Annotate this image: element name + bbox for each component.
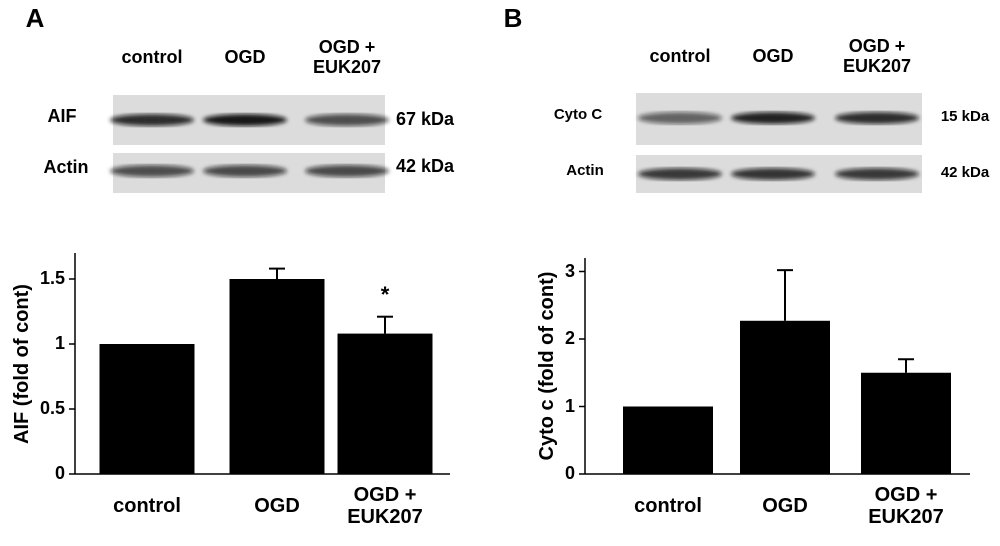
x-tick-label: OGD + EUK207 [347,484,423,528]
size-label: 42 kDa [395,156,455,176]
lane-label: control [121,47,183,67]
lane-label: control [649,46,711,66]
size-label: 67 kDa [395,109,455,129]
bar [861,372,951,474]
blot-band [731,168,815,180]
blot-band [835,168,919,180]
y-axis-label: Cyto c (fold of cont) [536,271,558,461]
y-tick-label: 1.5 [39,268,65,288]
y-tick-label: 1 [564,395,575,416]
bar [740,320,830,474]
blot-band [835,112,919,124]
panel-letter: A [25,2,45,33]
y-tick-label: 1 [54,333,65,353]
blot-band [305,114,389,126]
x-tick-label: control [634,495,702,517]
row-label: Actin [43,157,89,177]
y-tick-label: 3 [564,260,575,281]
lane-label: OGD [752,46,794,66]
x-tick-label: OGD + EUK207 [868,484,944,528]
blot-band [110,114,194,126]
significance-mark: * [380,281,390,307]
lane-label: OGD [224,47,266,67]
y-tick-label: 0 [564,463,575,483]
size-label: 15 kDa [940,107,990,125]
bar [99,344,195,474]
blot-band [638,168,722,180]
row-label: AIF [47,106,77,126]
row-label: Cyto C [553,105,603,123]
y-tick-label: 0.5 [39,398,65,418]
y-axis-label: AIF (fold of cont) [11,283,33,444]
blot-band [110,165,194,177]
bar [623,406,713,474]
blot-band [731,112,815,124]
lane-label: OGD + EUK207 [312,37,382,77]
panel-letter: B [503,2,523,33]
blot-band [203,165,287,177]
x-tick-label: OGD [254,495,300,517]
x-tick-label: OGD [762,495,808,517]
x-tick-label: control [113,495,181,517]
y-tick-label: 2 [564,328,575,348]
row-label: Actin [566,161,604,179]
bar [229,279,325,474]
blot-band [638,112,722,124]
size-label: 42 kDa [940,163,990,181]
lane-label: OGD + EUK207 [842,36,912,76]
bar [337,333,433,474]
blot-band [203,114,287,126]
y-tick-label: 0 [54,463,65,483]
blot-band [305,165,389,177]
